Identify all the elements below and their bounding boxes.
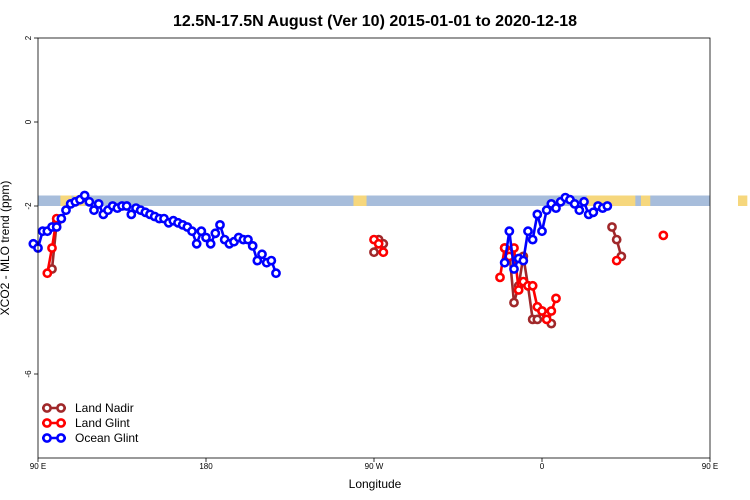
data-point: [89, 205, 99, 216]
data-point: [243, 234, 253, 245]
data-point: [607, 222, 617, 232]
data-point: [537, 306, 547, 316]
series-land-nadir: [47, 217, 627, 329]
x-tick-label: 0: [540, 462, 545, 471]
data-point: [196, 226, 207, 237]
land-ocean-band: [38, 195, 748, 206]
series-line-segment: [508, 231, 516, 270]
data-point: [191, 238, 202, 249]
y-tick-label: -2: [24, 202, 33, 210]
legend-label: Land Nadir: [75, 401, 134, 415]
legend-marker: [56, 403, 66, 413]
land-segment: [60, 195, 72, 206]
legend-marker: [42, 433, 52, 443]
data-point: [518, 255, 529, 266]
data-point: [51, 222, 62, 232]
data-point: [126, 209, 137, 220]
y-tick-label: -6: [24, 370, 33, 378]
data-point: [252, 255, 263, 266]
data-point: [532, 314, 543, 325]
series-line-segment: [522, 230, 530, 261]
data-point: [537, 226, 547, 237]
data-point: [588, 207, 599, 218]
data-point: [121, 201, 132, 211]
data-point: [271, 268, 281, 279]
legend-marker: [42, 403, 52, 413]
data-point: [187, 226, 197, 237]
x-axis: 90 E 180 90 W 0 90 E: [30, 458, 718, 471]
data-point: [210, 228, 221, 239]
data-point: [369, 247, 379, 258]
chart-title: 12.5N-17.5N August (Ver 10) 2015-01-01 t…: [173, 13, 577, 30]
legend-marker: [42, 418, 52, 428]
x-axis-label: Longitude: [349, 477, 402, 491]
data-point: [504, 226, 515, 237]
land-segment: [586, 195, 636, 206]
data-point: [569, 198, 580, 209]
data-point: [47, 243, 57, 253]
legend-marker: [56, 433, 66, 443]
data-point: [84, 196, 95, 207]
data-point: [215, 219, 225, 230]
data-point: [541, 314, 552, 325]
legend-label: Ocean Glint: [75, 431, 139, 445]
x-tick-label: 90 W: [365, 462, 384, 471]
land-segment: [738, 195, 748, 206]
data-point: [546, 306, 557, 316]
x-tick-label: 90 E: [30, 462, 46, 471]
data-point: [42, 268, 53, 279]
data-point: [257, 249, 267, 260]
y-axis-label: XCO2 - MLO trend (ppm): [0, 181, 12, 316]
data-point: [579, 196, 589, 207]
data-point: [495, 272, 505, 283]
data-point: [551, 293, 561, 304]
y-tick-label: 0: [24, 119, 33, 124]
data-point: [541, 205, 552, 216]
land-segment: [640, 195, 651, 206]
data-point: [61, 205, 71, 216]
legend-marker: [56, 418, 66, 428]
data-point: [378, 247, 389, 258]
legend-item: Ocean Glint: [42, 431, 139, 445]
data-point: [513, 285, 524, 295]
data-point: [611, 234, 622, 245]
data-point: [574, 205, 585, 216]
x-tick-label: 90 E: [702, 462, 718, 471]
data-point: [527, 234, 538, 245]
data-point: [523, 226, 533, 237]
data-point: [611, 255, 622, 266]
data-point: [532, 209, 543, 220]
series-line-segment: [526, 285, 534, 320]
data-point: [247, 240, 258, 251]
data-point: [266, 255, 277, 266]
legend-item: Land Nadir: [42, 401, 134, 415]
series-layer: [28, 190, 669, 329]
data-point: [527, 280, 538, 291]
land-segment: [353, 195, 367, 206]
y-axis: 2 0 -2 -6: [24, 35, 38, 378]
data-point: [509, 297, 519, 308]
x-tick-label: 180: [199, 462, 213, 471]
data-point: [93, 198, 104, 209]
series-land-glint: [42, 213, 669, 325]
data-point: [602, 201, 613, 211]
data-point: [373, 238, 384, 249]
data-point: [56, 213, 67, 224]
ocean-band: [38, 195, 710, 206]
data-point: [509, 264, 519, 274]
legend-label: Land Glint: [75, 416, 130, 430]
data-point: [499, 257, 510, 268]
data-point: [205, 238, 216, 249]
legend-item: Land Glint: [42, 416, 130, 430]
data-point: [658, 230, 669, 241]
series-ocean-glint: [28, 190, 613, 279]
series-line-segment: [503, 231, 511, 263]
data-point: [79, 190, 90, 201]
data-point: [551, 203, 561, 213]
data-point: [201, 232, 211, 243]
y-tick-label: 2: [24, 35, 33, 40]
